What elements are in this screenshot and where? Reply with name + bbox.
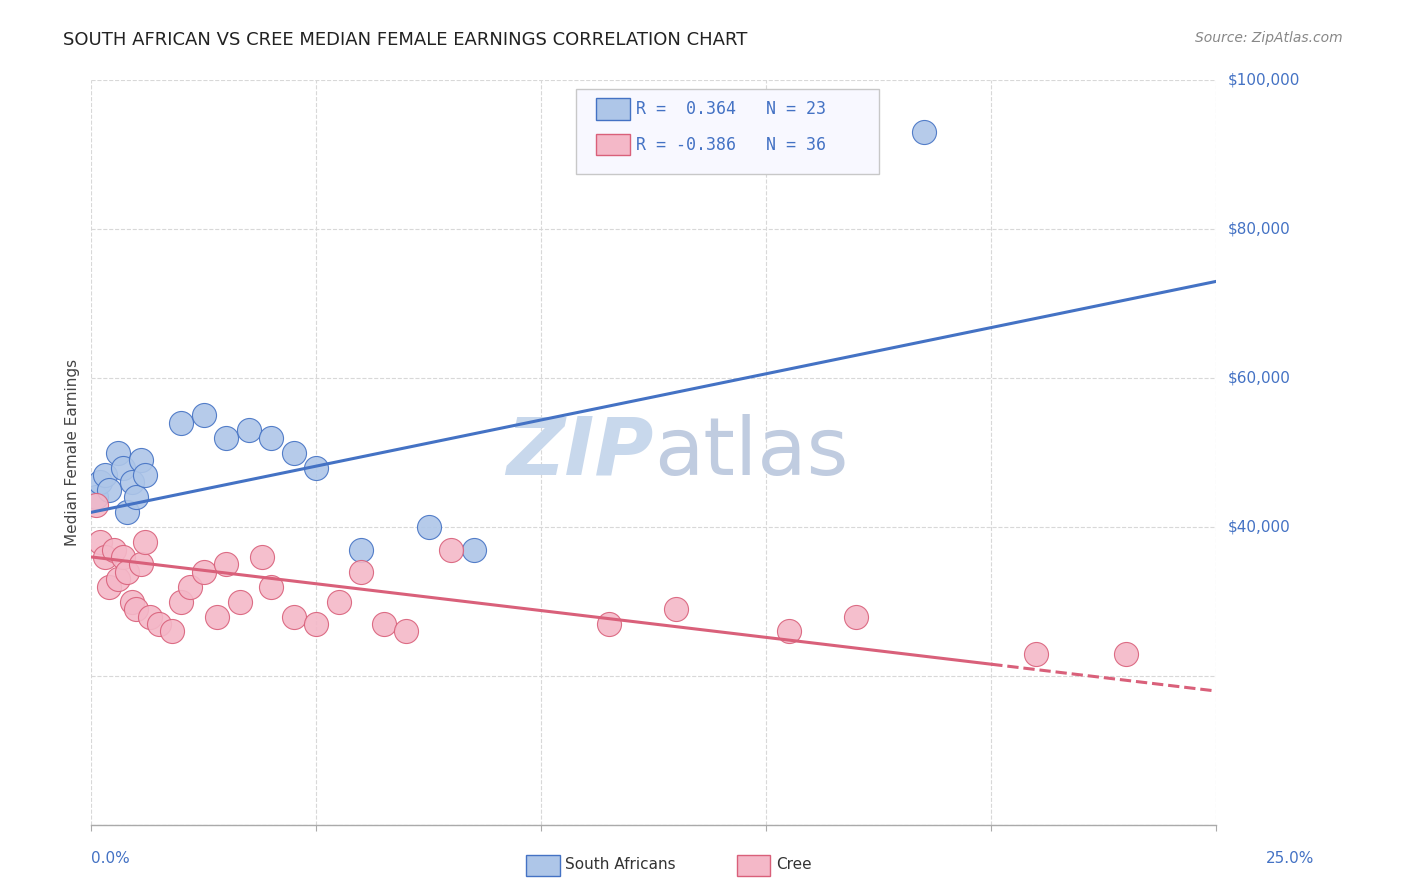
Point <box>148 617 170 632</box>
Text: Source: ZipAtlas.com: Source: ZipAtlas.com <box>1195 31 1343 45</box>
Point <box>1025 647 1047 661</box>
Point <box>103 542 125 557</box>
Point <box>215 431 238 445</box>
Point <box>207 609 229 624</box>
Point <box>134 468 156 483</box>
Point <box>373 617 395 632</box>
Text: SOUTH AFRICAN VS CREE MEDIAN FEMALE EARNINGS CORRELATION CHART: SOUTH AFRICAN VS CREE MEDIAN FEMALE EARN… <box>63 31 748 49</box>
Point <box>350 542 373 557</box>
Point <box>252 549 274 564</box>
Point <box>111 549 134 564</box>
Point <box>94 549 117 564</box>
Text: $60,000: $60,000 <box>1227 371 1291 385</box>
Point <box>162 624 184 639</box>
Text: atlas: atlas <box>654 414 848 491</box>
Point <box>305 617 328 632</box>
Point <box>778 624 800 639</box>
Point <box>117 565 139 579</box>
Point <box>170 416 193 430</box>
Point <box>215 558 238 572</box>
Text: $80,000: $80,000 <box>1227 222 1291 236</box>
Point <box>89 535 111 549</box>
Y-axis label: Median Female Earnings: Median Female Earnings <box>65 359 80 546</box>
Point <box>328 594 350 608</box>
Text: $100,000: $100,000 <box>1227 73 1299 87</box>
Point <box>395 624 418 639</box>
Text: South Africans: South Africans <box>565 857 676 871</box>
Point <box>98 483 121 497</box>
Text: ZIP: ZIP <box>506 414 654 491</box>
Point <box>94 468 117 483</box>
Point <box>350 565 373 579</box>
Point <box>283 609 305 624</box>
Point <box>84 491 107 505</box>
Text: $40,000: $40,000 <box>1227 520 1291 534</box>
Point <box>125 602 148 616</box>
Point <box>440 542 463 557</box>
Point <box>107 572 129 586</box>
Point <box>129 453 152 467</box>
Point <box>98 580 121 594</box>
Point <box>665 602 688 616</box>
Point <box>845 609 868 624</box>
Point <box>125 491 148 505</box>
Point <box>89 475 111 490</box>
Text: R =  0.364   N = 23: R = 0.364 N = 23 <box>636 100 825 118</box>
Point <box>238 423 260 437</box>
Point <box>598 617 620 632</box>
Point <box>107 445 129 460</box>
Text: 25.0%: 25.0% <box>1267 851 1315 865</box>
Text: 0.0%: 0.0% <box>91 851 131 865</box>
Point <box>134 535 156 549</box>
Point <box>193 565 215 579</box>
Point <box>170 594 193 608</box>
Point <box>84 498 107 512</box>
Point <box>229 594 252 608</box>
Point <box>463 542 485 557</box>
Point <box>121 594 143 608</box>
Point <box>179 580 201 594</box>
Point <box>1115 647 1137 661</box>
Point <box>121 475 143 490</box>
Point <box>193 409 215 423</box>
Point <box>305 460 328 475</box>
Point <box>912 125 935 139</box>
Point <box>117 505 139 519</box>
Point <box>778 147 800 162</box>
Text: Cree: Cree <box>776 857 811 871</box>
Point <box>260 431 283 445</box>
Text: R = -0.386   N = 36: R = -0.386 N = 36 <box>636 136 825 153</box>
Point <box>111 460 134 475</box>
Point <box>418 520 440 534</box>
Point <box>139 609 162 624</box>
Point <box>283 445 305 460</box>
Point <box>260 580 283 594</box>
Point <box>129 558 152 572</box>
